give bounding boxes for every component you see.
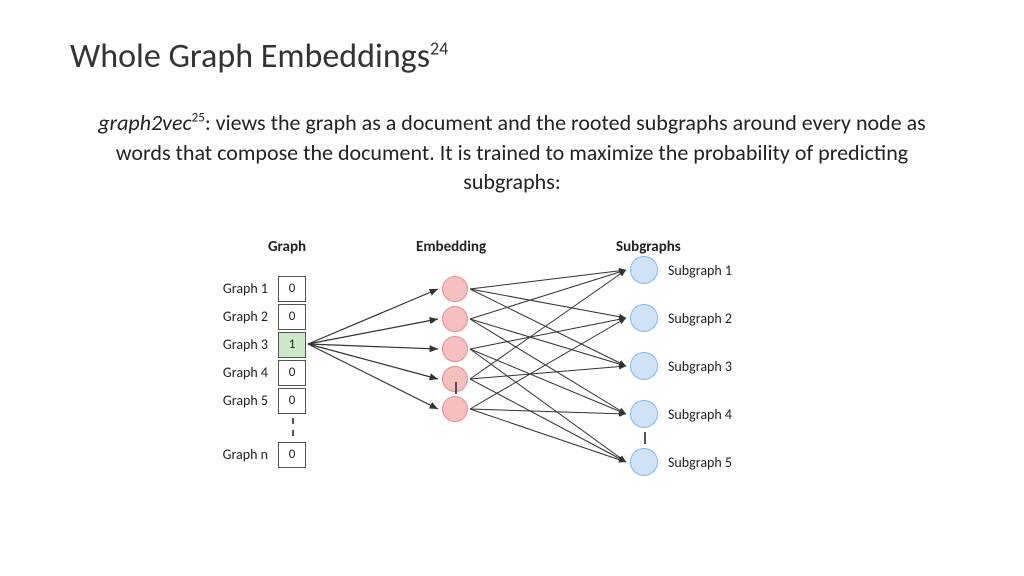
subgraph-label: Subgraph 3 — [668, 358, 732, 375]
graph-cell: 0 — [278, 442, 306, 468]
embedding-node — [442, 396, 468, 422]
embedding-node — [442, 336, 468, 362]
subgraph-label: Subgraph 2 — [668, 310, 732, 327]
header-subgraphs: Subgraphs — [616, 238, 681, 256]
graph-cell: 0 — [278, 276, 306, 302]
graph-label: Graph 2 — [204, 308, 268, 325]
description: graph2vec25: views the graph as a docume… — [80, 108, 944, 197]
method-sup: 25 — [192, 111, 205, 126]
graph-cell: 0 — [278, 360, 306, 386]
header-graph: Graph — [268, 238, 306, 256]
subgraph-node — [630, 256, 658, 284]
header-embedding: Embedding — [416, 238, 486, 256]
title-text: Whole Graph Embeddings — [70, 36, 430, 77]
subgraph-node — [630, 352, 658, 380]
subgraph-ellipsis — [644, 432, 646, 444]
embedding-ellipsis — [455, 382, 457, 394]
graph-label: Graph 5 — [204, 392, 268, 409]
subgraph-label: Subgraph 5 — [668, 454, 732, 471]
embedding-node — [442, 306, 468, 332]
graph-label: Graph 3 — [204, 336, 268, 353]
graph-ellipsis — [292, 418, 294, 436]
subgraph-node — [630, 400, 658, 428]
embedding-node — [442, 276, 468, 302]
graph-cell: 0 — [278, 304, 306, 330]
subgraph-node — [630, 448, 658, 476]
graph-label: Graph 4 — [204, 364, 268, 381]
graph-cell: 0 — [278, 388, 306, 414]
method-name: graph2vec — [98, 109, 191, 136]
subgraph-label: Subgraph 4 — [668, 406, 732, 423]
subgraph-label: Subgraph 1 — [668, 262, 732, 279]
graph-label: Graph n — [204, 446, 268, 463]
diagram: Graph Embedding Subgraphs Graph 1 0 Grap… — [170, 232, 870, 542]
graph-cell-hot: 1 — [278, 332, 306, 358]
title-sup: 24 — [430, 38, 448, 60]
subgraph-node — [630, 304, 658, 332]
description-rest: : views the graph as a document and the … — [116, 109, 926, 195]
graph-label: Graph 1 — [204, 280, 268, 297]
arrows-layer — [170, 232, 870, 542]
page-title: Whole Graph Embeddings24 — [70, 36, 448, 77]
